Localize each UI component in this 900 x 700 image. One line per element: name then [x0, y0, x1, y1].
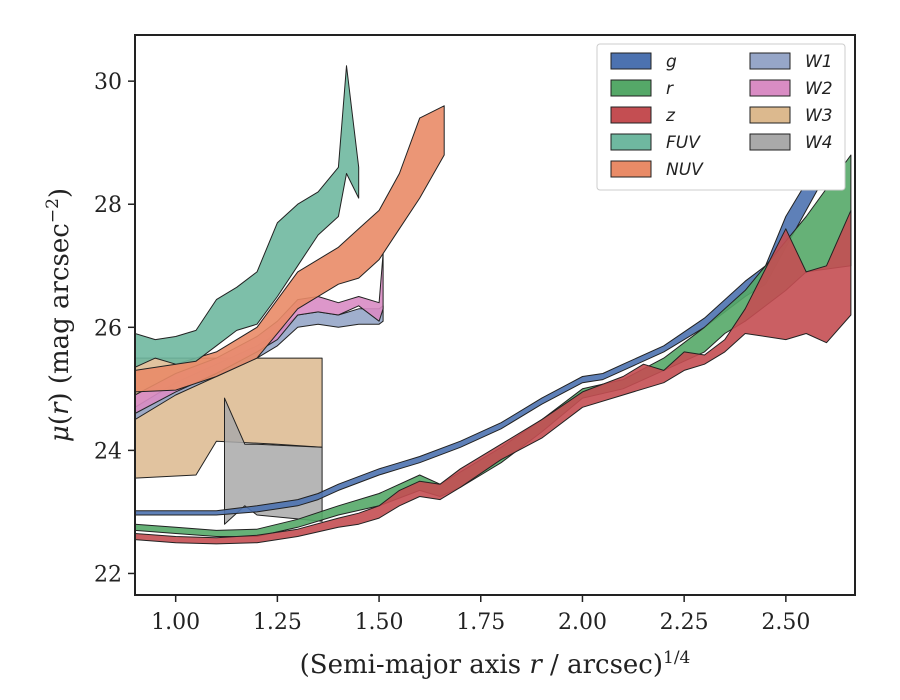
- y-tick-label: 26: [94, 316, 122, 341]
- legend-label-r: r: [666, 79, 674, 99]
- y-axis: 22 24 26 28 30: [94, 70, 135, 587]
- legend-label-g: g: [666, 52, 677, 72]
- x-tick-label: 2.50: [761, 610, 810, 635]
- x-axis-title-main: (Semi-major axis: [300, 650, 530, 680]
- y-axis-title-exponent: −2: [43, 198, 63, 223]
- y-axis-title-r: r: [45, 401, 75, 415]
- y-tick-label: 30: [94, 70, 122, 95]
- legend-swatch-r: [610, 79, 652, 97]
- band-fuv: [135, 65, 360, 368]
- x-tick-label: 1.25: [253, 610, 302, 635]
- legend-swatch-nuv: [610, 160, 652, 178]
- legend-swatch-w4: [749, 133, 791, 151]
- legend-swatch-z: [610, 106, 652, 124]
- band-z: [135, 209, 852, 545]
- x-tick-label: 1.00: [151, 610, 200, 635]
- x-tick-label: 1.75: [456, 610, 505, 635]
- y-tick-label: 22: [94, 562, 122, 587]
- legend-label-w2: W2: [805, 79, 833, 99]
- legend-label-w3: W3: [805, 106, 833, 126]
- x-axis: 1.00 1.25 1.50 1.75 2.00 2.25 2.50: [151, 595, 810, 635]
- x-axis-title-var: r: [529, 650, 543, 680]
- y-axis-title-unit: ) (mag arcsec: [45, 223, 75, 402]
- legend-label-z: z: [665, 106, 676, 126]
- x-tick-label: 1.50: [355, 610, 404, 635]
- legend-swatch-g: [610, 52, 652, 70]
- legend-label-w4: W4: [805, 133, 833, 153]
- legend-label-fuv: FUV: [666, 133, 701, 153]
- band-nuv: [135, 105, 445, 393]
- y-tick-label: 24: [94, 439, 122, 464]
- y-axis-title: μ(r) (mag arcsec−2): [43, 188, 75, 442]
- legend-label-w1: W1: [805, 52, 833, 72]
- plot-frame: [134, 34, 856, 596]
- x-axis-title: (Semi-major axis r / arcsec)1/4: [300, 648, 691, 680]
- y-axis-title-mu: μ: [45, 425, 75, 442]
- y-tick-label: 28: [94, 193, 122, 218]
- legend-swatch-fuv: [610, 133, 652, 151]
- x-axis-title-exponent: 1/4: [663, 648, 690, 668]
- x-axis-title-unit: / arcsec): [542, 650, 663, 680]
- legend-label-nuv: NUV: [666, 160, 704, 180]
- legend: grz FUV NUV W1 W2 W3 W4: [596, 43, 846, 191]
- y-axis-title-close: ): [45, 188, 75, 198]
- y-axis-title-open: (: [45, 415, 75, 425]
- legend-swatch-w3: [749, 106, 791, 124]
- legend-swatch-w1: [749, 52, 791, 70]
- legend-swatch-w2: [749, 79, 791, 97]
- x-tick-label: 2.25: [660, 610, 709, 635]
- x-tick-label: 2.00: [558, 610, 607, 635]
